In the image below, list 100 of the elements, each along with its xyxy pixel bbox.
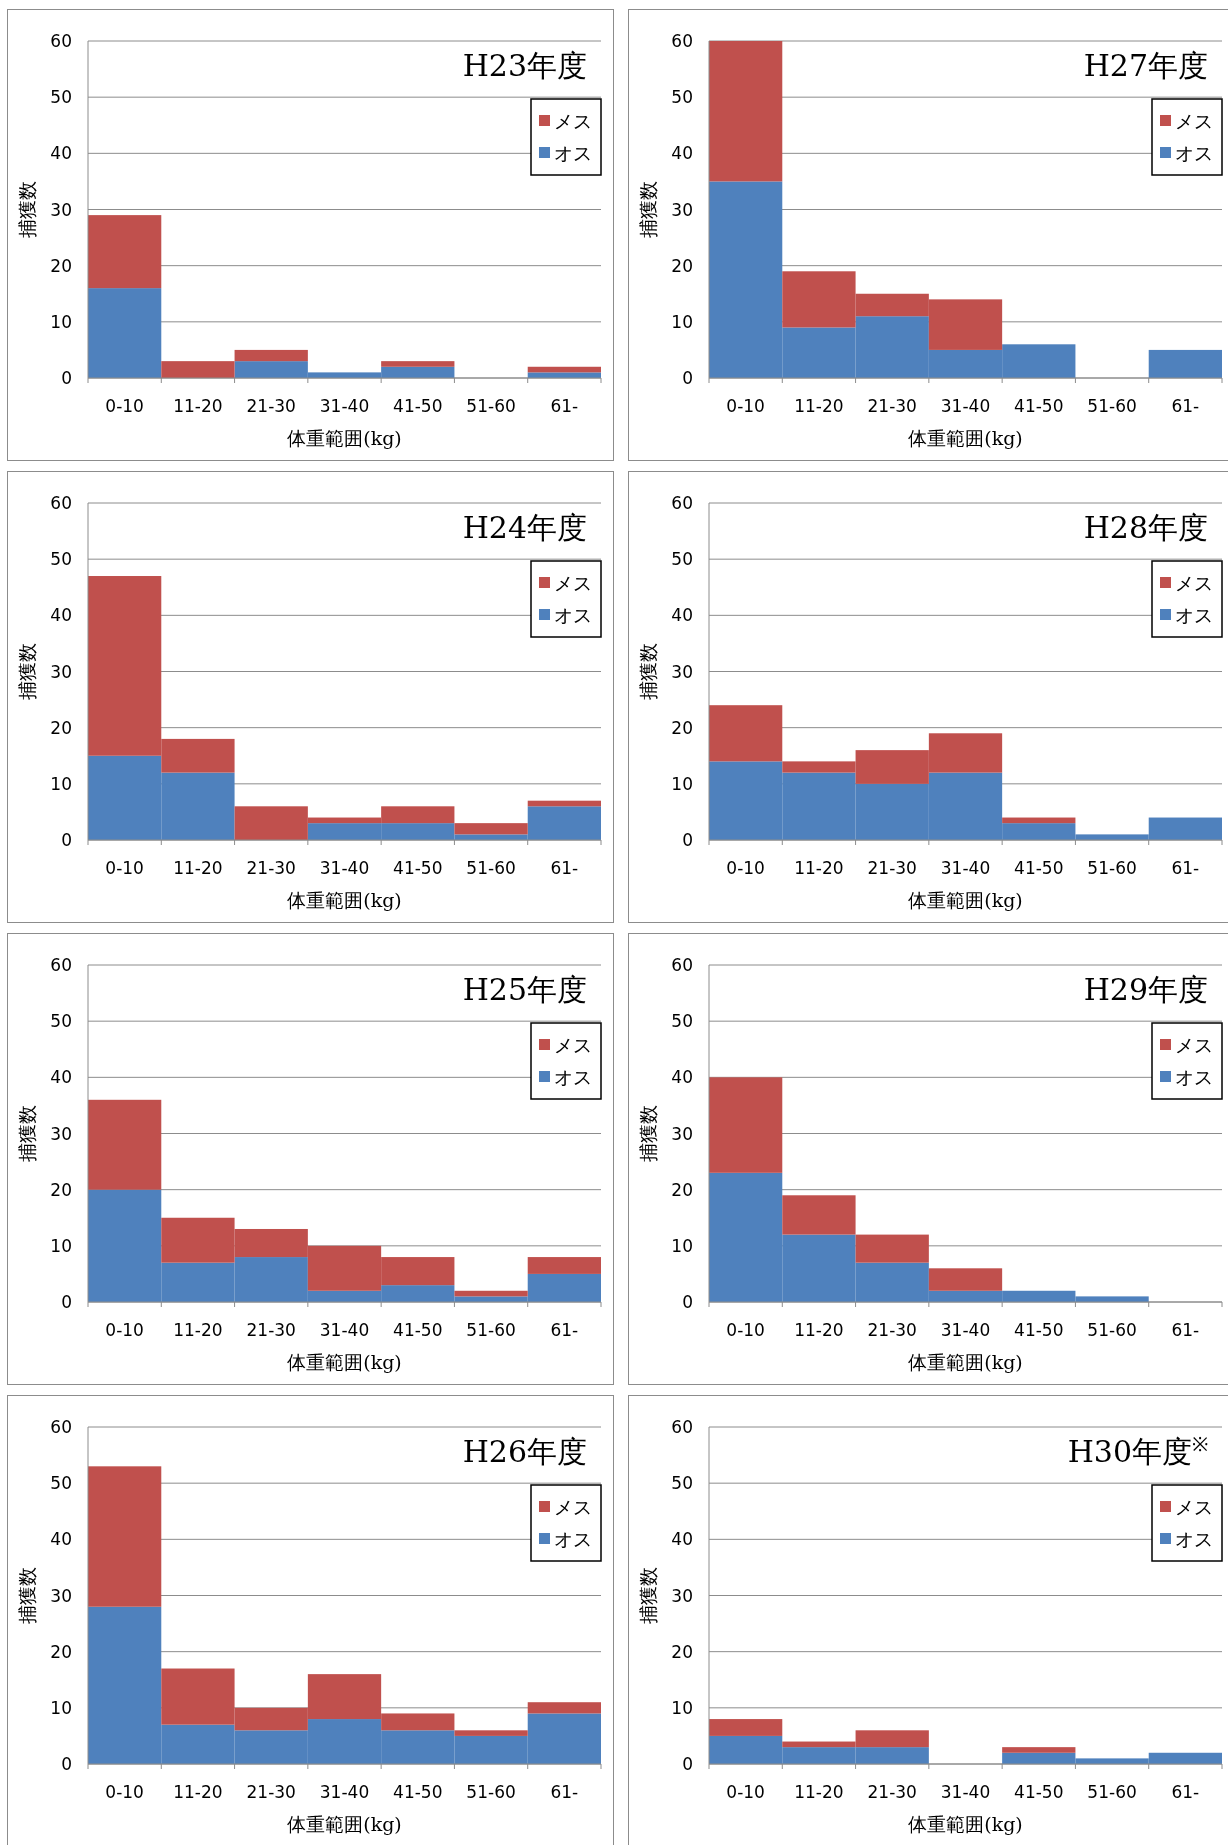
y-tick-label: 0 [61, 1292, 72, 1312]
x-tick-label: 51-60 [466, 1782, 516, 1802]
x-tick-label: 11-20 [173, 858, 223, 878]
y-tick-label: 40 [671, 605, 693, 626]
y-tick-label: 0 [61, 368, 72, 388]
y-tick-label: 40 [50, 605, 72, 626]
y-tick-label: 30 [50, 1585, 72, 1606]
y-axis-title: 捕獲数 [637, 1567, 659, 1624]
y-tick-label: 50 [50, 1473, 72, 1494]
bar [88, 288, 162, 378]
x-axis-title: 体重範囲(kg) [287, 427, 402, 449]
x-tick-label: 21-30 [867, 1782, 917, 1802]
x-tick-label: 31-40 [319, 396, 370, 416]
y-tick-label: 50 [50, 1011, 72, 1032]
bar [88, 1466, 162, 1607]
y-tick-label: 10 [50, 1697, 72, 1718]
x-tick-label: 61- [1171, 1320, 1200, 1340]
y-tick-label: 30 [671, 661, 693, 682]
x-tick-label: 0-10 [726, 858, 765, 878]
x-tick-label: 21-30 [246, 396, 296, 416]
x-tick-label: 31-40 [319, 1320, 370, 1340]
y-tick-label: 60 [50, 493, 72, 513]
x-tick-label: 31-40 [940, 858, 991, 878]
x-tick-label: 41-50 [1014, 1320, 1064, 1340]
y-axis-title: 捕獲数 [16, 643, 38, 700]
x-tick-label: 0-10 [105, 858, 144, 878]
x-tick-label: 51-60 [466, 396, 516, 416]
x-tick-label: 41-50 [393, 1320, 443, 1340]
y-tick-label: 10 [50, 773, 72, 794]
chart-title: H29年度 [1083, 972, 1208, 1007]
y-tick-label: 60 [50, 955, 72, 975]
x-tick-label: 51-60 [1087, 858, 1137, 878]
x-tick-label: 21-30 [246, 1320, 296, 1340]
bar [709, 41, 783, 182]
y-tick-label: 10 [671, 1697, 693, 1718]
x-tick-label: 51-60 [466, 858, 516, 878]
y-tick-label: 40 [50, 1529, 72, 1550]
bar [161, 361, 235, 378]
x-tick-label: 0-10 [726, 1320, 765, 1340]
y-tick-label: 10 [671, 773, 693, 794]
x-tick-label: 41-50 [393, 396, 443, 416]
x-tick-label: 11-20 [173, 396, 223, 416]
y-tick-label: 0 [682, 1292, 693, 1312]
y-tick-label: 10 [50, 311, 72, 332]
x-tick-label: 0-10 [726, 1782, 765, 1802]
x-tick-label: 51-60 [466, 1320, 516, 1340]
legend-label: メス [1175, 1496, 1213, 1518]
x-tick-label: 51-60 [1087, 396, 1137, 416]
y-tick-label: 20 [671, 717, 693, 738]
bar [709, 705, 783, 762]
bar [527, 1702, 601, 1714]
legend-label: メス [1175, 572, 1213, 594]
legend-label: オス [554, 142, 592, 164]
x-tick-label: 0-10 [105, 1782, 144, 1802]
legend-label: オス [554, 1528, 592, 1550]
y-axis-title: 捕獲数 [16, 181, 38, 238]
bar [855, 1234, 929, 1263]
legend-label: メス [554, 1034, 592, 1056]
legend-label: メス [554, 110, 592, 132]
chart-title: H30年度$^{※}$ [1067, 1432, 1208, 1469]
y-tick-label: 40 [671, 1529, 693, 1550]
y-tick-label: 20 [50, 1641, 72, 1662]
x-tick-label: 31-40 [319, 858, 370, 878]
y-tick-label: 10 [50, 1235, 72, 1256]
x-tick-label: 31-40 [940, 1320, 991, 1340]
x-tick-label: 61- [1171, 1782, 1200, 1802]
y-tick-label: 20 [50, 255, 72, 276]
y-tick-label: 0 [61, 1754, 72, 1774]
x-tick-label: 61- [550, 396, 579, 416]
y-tick-label: 30 [50, 199, 72, 220]
chart-title: H26年度 [462, 1434, 587, 1469]
y-tick-label: 0 [61, 830, 72, 850]
y-tick-label: 60 [50, 31, 72, 51]
chart-title: H25年度 [462, 972, 587, 1007]
y-tick-label: 40 [671, 143, 693, 164]
x-tick-label: 0-10 [105, 396, 144, 416]
x-tick-label: 21-30 [246, 1782, 296, 1802]
x-axis-title: 体重範囲(kg) [287, 889, 402, 911]
bar [709, 1719, 783, 1736]
chart-title: H28年度 [1083, 510, 1208, 545]
x-tick-label: 31-40 [319, 1782, 370, 1802]
bar [1002, 1747, 1076, 1753]
y-tick-label: 20 [671, 255, 693, 276]
bar [709, 1077, 783, 1173]
y-tick-label: 30 [671, 1123, 693, 1144]
y-tick-label: 30 [50, 661, 72, 682]
y-axis-title: 捕獲数 [16, 1105, 38, 1162]
y-axis-title: 捕獲数 [637, 181, 659, 238]
legend-label: オス [1175, 142, 1213, 164]
y-tick-label: 50 [50, 549, 72, 570]
x-tick-label: 11-20 [794, 858, 844, 878]
x-tick-label: 21-30 [246, 858, 296, 878]
y-tick-label: 60 [671, 955, 693, 975]
x-tick-label: 61- [550, 1782, 579, 1802]
legend-label: メス [554, 572, 592, 594]
x-tick-label: 31-40 [940, 1782, 991, 1802]
x-tick-label: 21-30 [867, 1320, 917, 1340]
x-tick-label: 21-30 [867, 396, 917, 416]
y-tick-label: 20 [671, 1179, 693, 1200]
x-tick-label: 61- [550, 1320, 579, 1340]
